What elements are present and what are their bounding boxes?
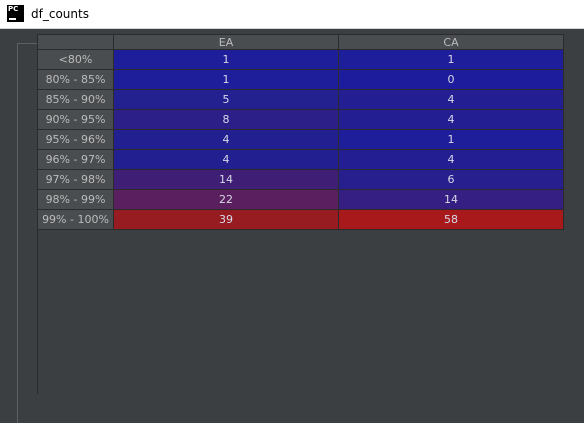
row-header-cell[interactable]: 95% - 96% [37,129,114,150]
row-header-cell[interactable]: 98% - 99% [37,189,114,210]
cell-ca[interactable]: 1 [338,49,564,70]
row-header-cell[interactable]: 90% - 95% [37,109,114,130]
cell-ea[interactable]: 5 [113,89,339,110]
table-row: 96% - 97% 4 4 [37,149,564,170]
app-icon-label: PC [8,5,19,13]
cell-ea[interactable]: 22 [113,189,339,210]
window-title: df_counts [31,7,89,21]
cell-ca[interactable]: 6 [338,169,564,190]
row-header-cell[interactable]: 80% - 85% [37,69,114,90]
row-header-cell[interactable]: 99% - 100% [37,209,114,230]
table-row: 97% - 98% 14 6 [37,169,564,190]
table-row: 99% - 100% 39 58 [37,209,564,230]
dataframe-table[interactable]: EA CA <80% 1 1 80% - 85% 1 0 85% - 90% 5 4 90% - … [37,34,564,230]
table-row: 85% - 90% 5 4 [37,89,564,110]
title-bar: PC df_counts [0,0,584,29]
cell-ca[interactable]: 58 [338,209,564,230]
cell-ea[interactable]: 1 [113,49,339,70]
column-header-ca[interactable]: CA [338,34,564,50]
row-header-cell[interactable]: <80% [37,49,114,70]
table-row: 95% - 96% 4 1 [37,129,564,150]
header-row: EA CA [37,34,564,50]
cell-ea[interactable]: 14 [113,169,339,190]
row-header-cell[interactable]: 96% - 97% [37,149,114,170]
table-row: 80% - 85% 1 0 [37,69,564,90]
table-row: 98% - 99% 22 14 [37,189,564,210]
cell-ca[interactable]: 14 [338,189,564,210]
cell-ca[interactable]: 4 [338,149,564,170]
corner-header-cell[interactable] [37,34,114,50]
table-row: 90% - 95% 8 4 [37,109,564,130]
cell-ea[interactable]: 8 [113,109,339,130]
cell-ea[interactable]: 1 [113,69,339,90]
table-row: <80% 1 1 [37,49,564,70]
cell-ca[interactable]: 4 [338,109,564,130]
cell-ca[interactable]: 0 [338,69,564,90]
cell-ca[interactable]: 1 [338,129,564,150]
row-header-cell[interactable]: 85% - 90% [37,89,114,110]
cell-ca[interactable]: 4 [338,89,564,110]
cell-ea[interactable]: 39 [113,209,339,230]
cell-ea[interactable]: 4 [113,149,339,170]
app-icon-underline [9,18,16,20]
cell-ea[interactable]: 4 [113,129,339,150]
pycharm-app-icon: PC [7,5,24,22]
column-header-ea[interactable]: EA [113,34,339,50]
row-header-cell[interactable]: 97% - 98% [37,169,114,190]
